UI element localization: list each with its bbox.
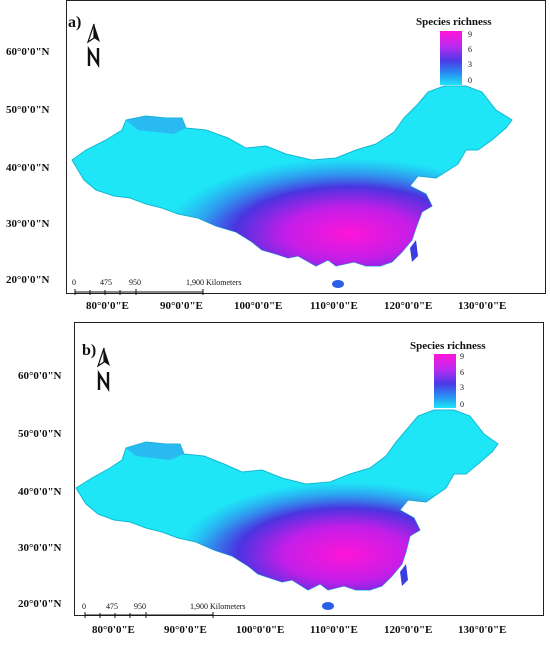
lon-label-130: 130°0'0"E (458, 624, 507, 636)
legend-title-b: Species richness (410, 340, 486, 352)
lat-label-50: 50°0'0"N (6, 104, 50, 116)
lon-label-110: 110°0'0"E (310, 624, 358, 636)
map-panel-b: b) 60°0'0"N 50°0'0"N 40°0'0"N 30°0'0"N 2… (0, 322, 550, 646)
lat-label-40: 40°0'0"N (18, 486, 62, 498)
legend-tick-0: 0 (468, 76, 472, 85)
lat-label-60: 60°0'0"N (18, 370, 62, 382)
species-richness-map-b (75, 409, 499, 610)
scale-tick-0: 0 (72, 278, 76, 287)
panel-label-a: a) (68, 14, 82, 31)
legend-tick-6: 6 (460, 368, 464, 377)
north-arrow-icon (96, 347, 110, 392)
legend-title-a: Species richness (416, 16, 492, 28)
map-panel-a: a) 60°0'0"N 50°0'0"N 40°0'0"N 30°0'0"N 2… (0, 0, 550, 318)
lat-label-20: 20°0'0"N (6, 274, 50, 286)
scale-bar-b (84, 612, 214, 618)
scale-tick-1900: 1,900 Kilometers (190, 602, 246, 611)
scale-tick-0: 0 (82, 602, 86, 611)
scale-tick-475: 475 (106, 602, 118, 611)
lon-label-110: 110°0'0"E (310, 300, 358, 312)
lon-label-120: 120°0'0"E (384, 300, 433, 312)
panel-label-b: b) (82, 342, 97, 359)
lon-label-80: 80°0'0"E (92, 624, 135, 636)
legend-tick-0: 0 (460, 400, 464, 409)
legend-tick-3: 3 (460, 383, 464, 392)
lon-label-120: 120°0'0"E (384, 624, 433, 636)
lon-label-90: 90°0'0"E (164, 624, 207, 636)
lat-label-30: 30°0'0"N (6, 218, 50, 230)
scale-tick-950: 950 (129, 278, 141, 287)
lon-label-90: 90°0'0"E (160, 300, 203, 312)
lat-label-50: 50°0'0"N (18, 428, 62, 440)
scale-bar-a (74, 289, 204, 295)
legend-color-ramp-a (440, 31, 462, 85)
species-richness-map-a (71, 85, 513, 288)
legend-tick-9: 9 (460, 352, 464, 361)
lon-label-130: 130°0'0"E (458, 300, 507, 312)
legend-color-ramp-b (434, 354, 456, 408)
scale-tick-950: 950 (134, 602, 146, 611)
legend-tick-9: 9 (468, 30, 472, 39)
lon-label-100: 100°0'0"E (236, 624, 285, 636)
legend-tick-6: 6 (468, 45, 472, 54)
lat-label-20: 20°0'0"N (18, 598, 62, 610)
lat-label-40: 40°0'0"N (6, 162, 50, 174)
lon-label-100: 100°0'0"E (234, 300, 283, 312)
lat-label-30: 30°0'0"N (18, 542, 62, 554)
legend-tick-3: 3 (468, 60, 472, 69)
scale-tick-475: 475 (100, 278, 112, 287)
lon-label-80: 80°0'0"E (86, 300, 129, 312)
north-arrow-icon (86, 23, 100, 68)
lat-label-60: 60°0'0"N (6, 46, 50, 58)
scale-tick-1900: 1,900 Kilometers (186, 278, 242, 287)
